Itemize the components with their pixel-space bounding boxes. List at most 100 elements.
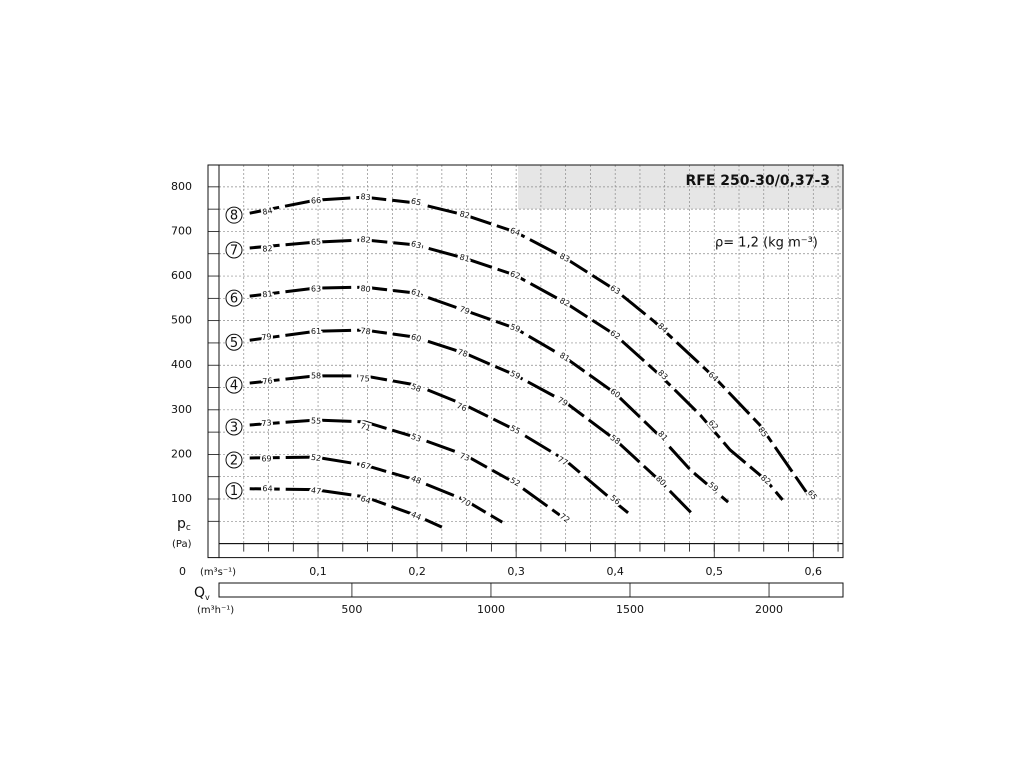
curve-label: 55 (311, 416, 322, 425)
y-tick-label: 400 (171, 358, 192, 371)
curve-label: 58 (311, 371, 321, 380)
curve-label: 65 (410, 196, 422, 207)
curve-label: 78 (456, 347, 468, 359)
curve-label: 79 (261, 332, 272, 342)
y-label-sub: c (186, 523, 191, 533)
curve-label: 52 (310, 453, 321, 464)
curve-label: 61 (311, 327, 321, 336)
curve-label: 84 (262, 206, 274, 217)
x2-unit: (m³h⁻¹) (197, 605, 234, 616)
curve-label: 80 (360, 284, 371, 294)
x-unit: (m³s⁻¹) (200, 567, 236, 578)
curve-label: 81 (459, 253, 471, 264)
curve-label: 63 (410, 239, 422, 250)
curve-badge (225, 451, 243, 469)
curve-number: 1 (230, 484, 238, 499)
curve-number: 3 (230, 420, 238, 435)
y-tick-label: 600 (171, 269, 192, 282)
x-zero-label: 0 (179, 565, 186, 578)
curve-badge (225, 241, 243, 259)
x2-label-main: Q (194, 585, 205, 601)
fan-curve (249, 455, 504, 524)
curve-number: 5 (230, 336, 238, 351)
x-tick-label: 0,2 (408, 565, 426, 578)
curve-label: 79 (556, 395, 569, 408)
curve-label: 67 (359, 460, 371, 471)
y-tick-label: 500 (171, 314, 192, 327)
y-tick-label: 100 (171, 492, 192, 505)
y-tick-label: 300 (171, 403, 192, 416)
curve-label: 52 (509, 476, 522, 489)
curve-number: 6 (230, 292, 238, 307)
x2-tick-label: 1500 (616, 603, 644, 616)
curve-badge (225, 333, 243, 351)
curve-badge (225, 418, 243, 436)
x-tick-label: 0,3 (507, 565, 525, 578)
chart-title: RFE 250-30/0,37-3 (685, 173, 830, 189)
curve-label: 83 (360, 192, 371, 202)
curve-label: 59 (706, 480, 720, 493)
fan-curve (249, 238, 784, 501)
x2-tick-label: 500 (341, 603, 362, 616)
curve-label: 81 (656, 429, 670, 443)
curve-label: 75 (360, 375, 370, 384)
curve-label: 78 (360, 326, 371, 336)
density-note: ρ= 1,2 (kg m⁻³) (715, 236, 818, 251)
curve-label: 83 (656, 368, 670, 382)
x2-tick-label: 1000 (477, 603, 505, 616)
fan-curve (249, 285, 730, 504)
curve-label: 64 (359, 494, 372, 506)
curve-label: 60 (410, 332, 422, 344)
x-tick-label: 0,6 (805, 565, 823, 578)
curve-label: 59 (509, 369, 522, 381)
curve-badge (225, 482, 243, 500)
x2-ruler (218, 582, 844, 598)
fan-curve (249, 374, 630, 514)
curve-label: 65 (806, 488, 819, 501)
curve-label: 81 (262, 289, 273, 299)
x2-label-sub: v (205, 593, 210, 602)
fan-curve (249, 195, 810, 496)
x-tick-label: 0,4 (606, 565, 624, 578)
curve-label: 76 (262, 376, 273, 386)
curve-number: 4 (230, 379, 238, 394)
curve-label: 82 (262, 244, 273, 254)
curve-label: 53 (410, 432, 423, 444)
x2-tick-label: 2000 (755, 603, 783, 616)
curve-label: 48 (410, 474, 423, 486)
x-tick-label: 0,5 (705, 565, 723, 578)
curve-label: 63 (311, 284, 321, 293)
fan-curve (249, 487, 443, 529)
curve-label: 66 (311, 196, 322, 206)
curve-label: 82 (360, 235, 371, 245)
curve-label: 65 (311, 237, 322, 246)
x-tick-label: 0,1 (309, 565, 327, 578)
fan-curve (249, 328, 695, 517)
curve-label: 44 (410, 510, 423, 522)
curve-label: 58 (410, 382, 423, 394)
curve-label: 64 (262, 484, 272, 493)
y-label: pc (177, 516, 191, 533)
curve-number: 2 (230, 453, 238, 468)
curve-label: 61 (410, 287, 423, 299)
x2-label: Qv (194, 585, 210, 602)
curve-badge (225, 206, 243, 224)
y-ruler (207, 164, 220, 559)
y-tick-label: 800 (171, 180, 192, 193)
curve-label: 47 (310, 486, 321, 496)
curve-label: 62 (707, 418, 720, 432)
y-unit: (Pa) (172, 539, 192, 550)
curve-label: 73 (261, 418, 272, 428)
curve-label: 76 (455, 401, 468, 413)
curve-label: 79 (458, 304, 471, 316)
curve-number: 7 (230, 243, 238, 258)
curve-label: 62 (509, 269, 522, 281)
curve-badge (225, 376, 243, 394)
y-label-main: p (177, 516, 186, 532)
curve-label: 71 (359, 421, 371, 433)
curve-label: 55 (509, 424, 522, 437)
curve-label: 73 (458, 451, 471, 463)
curve-label: 82 (459, 209, 471, 220)
